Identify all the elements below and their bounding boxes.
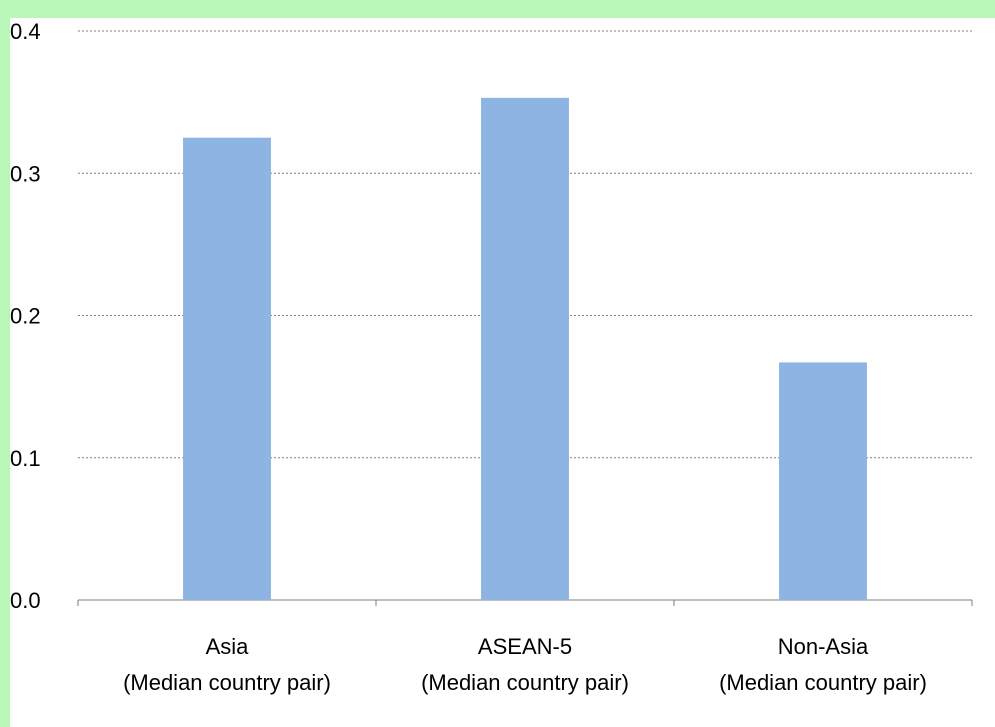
- y-tick-label: 0.1: [10, 446, 41, 471]
- y-tick-label: 0.4: [10, 19, 41, 44]
- x-category-label: (Median country pair): [421, 670, 629, 695]
- x-category-label: ASEAN-5: [478, 634, 572, 659]
- bar: [183, 137, 271, 600]
- y-tick-label: 0.0: [10, 588, 41, 613]
- y-tick-label: 0.2: [10, 304, 41, 329]
- bar: [481, 97, 569, 601]
- x-category-label: (Median country pair): [719, 670, 927, 695]
- x-category-label: (Median country pair): [123, 670, 331, 695]
- x-category-label: Asia: [206, 634, 250, 659]
- y-tick-label: 0.3: [10, 161, 41, 186]
- x-category-label: Non-Asia: [778, 634, 869, 659]
- bar: [779, 362, 867, 600]
